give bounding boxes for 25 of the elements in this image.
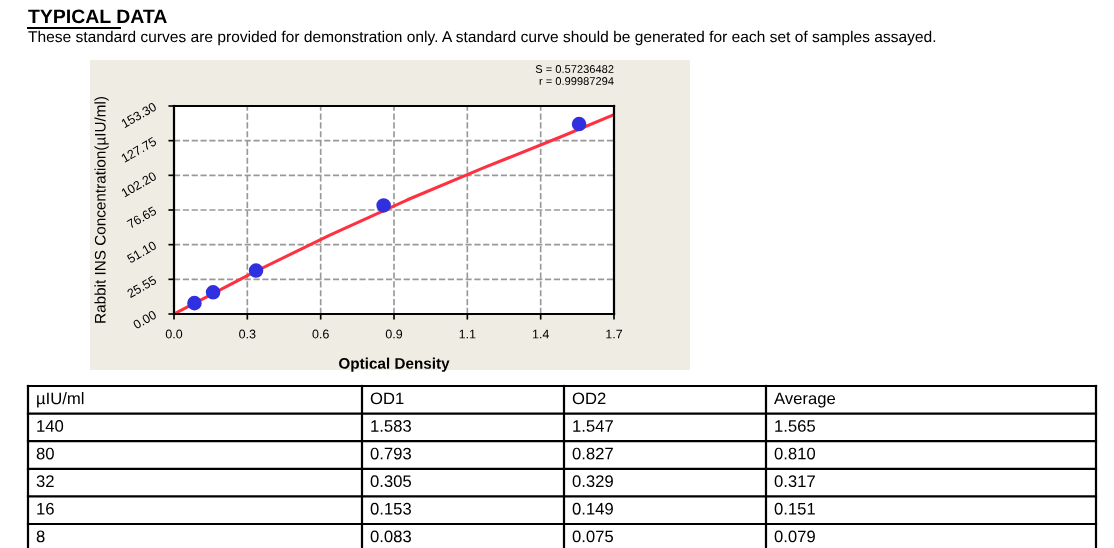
text: 0.083 [370, 530, 411, 543]
text: 0.810 [774, 447, 816, 460]
text: 8 [36, 530, 45, 543]
text: 0.153 [370, 502, 411, 515]
text: 16 [37, 502, 54, 515]
text: 0.793 [370, 447, 411, 460]
chart-title: TYPICAL DATA [28, 9, 167, 24]
text: OD2 [572, 392, 606, 405]
text: 32 [36, 475, 54, 488]
text: 0.079 [774, 530, 815, 543]
text: 1.565 [775, 420, 816, 432]
text: OD1 [370, 392, 404, 405]
text: 0.151 [774, 502, 815, 515]
text: 0.075 [572, 530, 614, 543]
text: 140 [37, 420, 64, 432]
text: 0.827 [572, 447, 613, 460]
text: 80 [36, 447, 54, 460]
text: 1.547 [573, 420, 613, 432]
text: Average [774, 392, 836, 408]
text: 0.329 [572, 475, 613, 488]
text: 0.317 [774, 475, 815, 488]
text: 1.583 [371, 420, 411, 432]
text: 0.305 [370, 475, 412, 488]
text: µIU/ml [37, 392, 84, 408]
text: 0.149 [572, 502, 613, 515]
